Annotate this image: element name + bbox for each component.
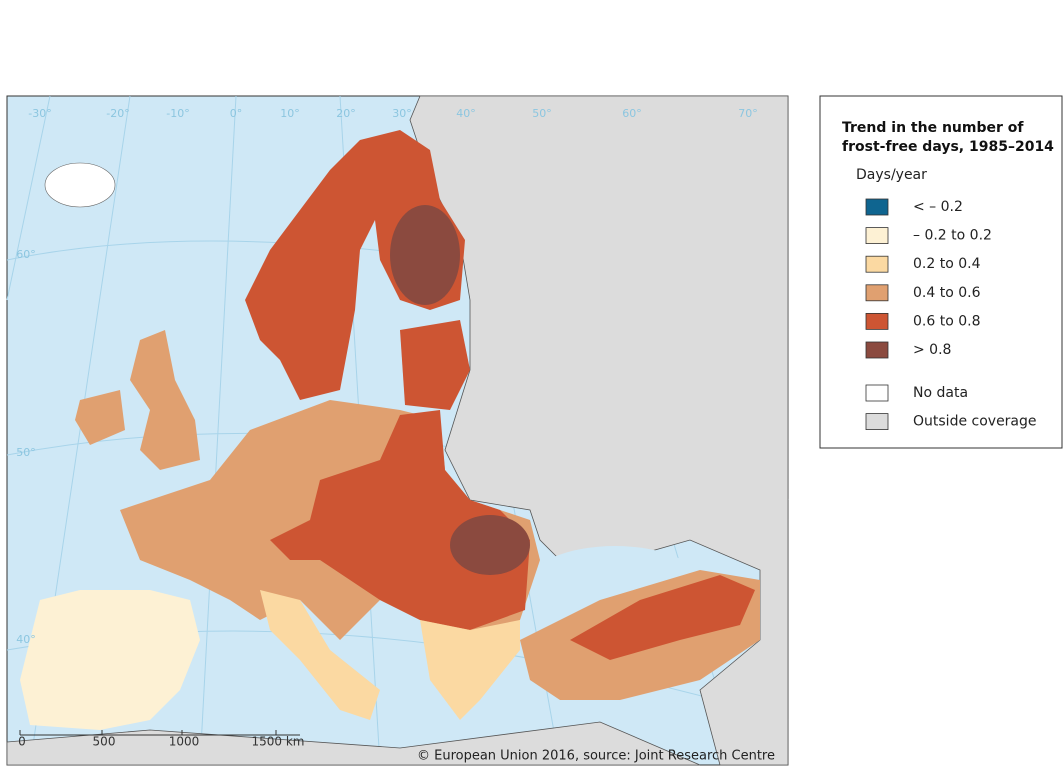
legend-swatch (865, 312, 889, 330)
longitude-label: 0° (230, 107, 243, 120)
latitude-label: 50° (16, 446, 36, 459)
scale-label: 500 (93, 735, 116, 749)
finland-high (390, 205, 460, 305)
scale-labels: 0 500 1000 1500 km (18, 730, 305, 749)
longitude-label: 10° (280, 107, 300, 120)
italy (260, 590, 380, 720)
latitude-label: 40° (16, 633, 36, 646)
longitude-label: 50° (532, 107, 552, 120)
legend-unit: Days/year (856, 167, 927, 183)
legend-swatch (865, 413, 889, 431)
baltics (400, 320, 470, 410)
legend-label: < – 0.2 (913, 199, 963, 215)
legend-swatch (865, 255, 889, 273)
scale-label: 0 (18, 735, 26, 749)
legend-swatch (865, 284, 889, 302)
legend-swatch (865, 227, 889, 245)
longitude-label: -30° (28, 107, 51, 120)
longitude-label: -20° (106, 107, 129, 120)
longitude-label: 20° (336, 107, 356, 120)
ireland (75, 390, 125, 445)
britain (130, 330, 200, 470)
longitude-label: 60° (622, 107, 642, 120)
legend-swatch (865, 341, 889, 359)
legend-title: frost-free days, 1985–2014 (842, 139, 1054, 155)
legend-label: – 0.2 to 0.2 (913, 228, 992, 244)
legend-label: > 0.8 (913, 342, 951, 358)
longitude-label: -10° (166, 107, 189, 120)
legend-box (819, 95, 1063, 449)
legend-swatch (865, 384, 889, 402)
romania-high (450, 515, 530, 575)
credit: © European Union 2016, source: Joint Res… (417, 749, 775, 764)
africa (6, 721, 701, 766)
longitude-label: 40° (456, 107, 476, 120)
turkey-high (570, 575, 755, 660)
central-europe (270, 410, 530, 630)
legend-label: 0.2 to 0.4 (913, 256, 981, 272)
legend-title: Trend in the number of (842, 120, 1024, 136)
iberia (20, 590, 200, 730)
legend-label: Outside coverage (913, 414, 1037, 430)
legend-label: No data (913, 385, 968, 401)
legend-swatch (865, 198, 889, 216)
balkans (420, 620, 520, 720)
legend-items: < – 0.2 – 0.2 to 0.2 0.2 to 0.4 0.4 to 0.6 0… (865, 198, 1037, 431)
scale-label: 1000 (169, 735, 200, 749)
longitude-label: 30° (392, 107, 412, 120)
scale-label: 1500 km (252, 735, 305, 749)
iceland (44, 162, 116, 208)
graticule-labels: -30° -20° -10° 0° 10° 20° 30° 40° 50° 60° 70° 60° 50… (16, 107, 758, 646)
legend-label: 0.6 to 0.8 (913, 313, 980, 329)
scandinavia (245, 130, 465, 400)
latitude-label: 60° (16, 248, 36, 261)
legend-label: 0.4 to 0.6 (913, 285, 981, 301)
longitude-label: 70° (738, 107, 758, 120)
